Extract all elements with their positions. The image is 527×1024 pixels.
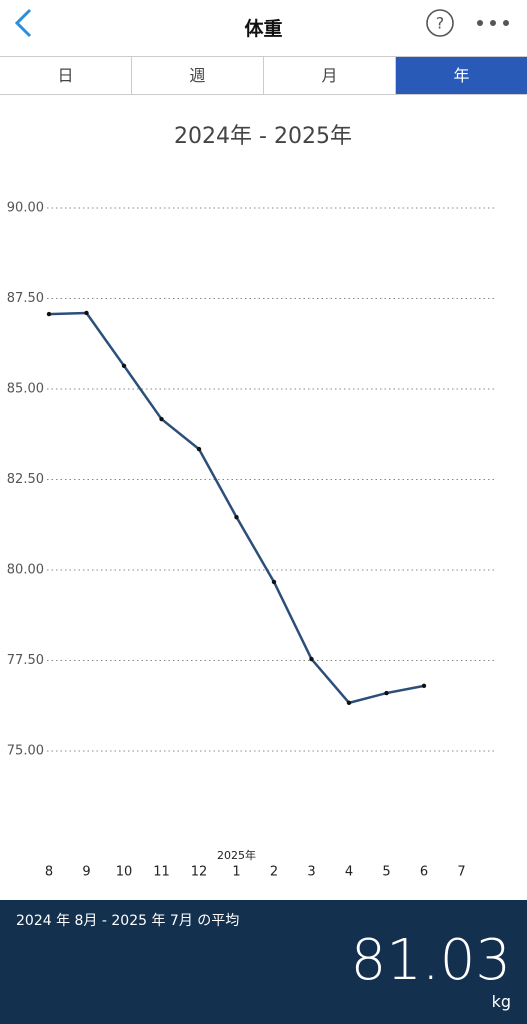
data-point	[346, 700, 352, 706]
data-point	[159, 416, 164, 422]
tab[interactable]: 週	[132, 57, 264, 94]
y-tick-label: 85.00	[7, 382, 44, 397]
summary-panel: 2024 年 8月 - 2025 年 7月 の平均 81.03 kg	[0, 900, 527, 1024]
svg-text:?: ?	[436, 14, 445, 33]
more-button[interactable]	[477, 20, 509, 26]
data-point	[384, 690, 389, 696]
x-tick-label: 10	[116, 865, 133, 880]
x-tick-label: 8	[45, 865, 53, 880]
tab-bar: 日週月年	[0, 56, 527, 95]
help-button[interactable]: ?	[426, 9, 454, 37]
x-tick-label: 2	[270, 865, 278, 880]
page-title: 体重	[244, 18, 283, 40]
x-tick-label: 9	[82, 865, 90, 880]
x-tick-label: 11	[153, 865, 170, 880]
data-line	[48, 311, 425, 705]
data-point	[271, 579, 277, 585]
y-tick-label: 90.00	[7, 201, 44, 216]
year-annotation: 2025年	[217, 848, 256, 862]
chart: 2024年 - 2025年 90.00 87.50 85.00 82.50 80.00 7…	[7, 124, 497, 880]
data-point	[46, 311, 52, 317]
y-tick-label: 75.00	[7, 744, 44, 759]
x-tick-label: 7	[457, 865, 465, 880]
tab[interactable]: 日	[0, 57, 132, 94]
data-point	[196, 446, 202, 452]
y-tick-label: 87.50	[7, 291, 44, 306]
summary-unit: kg	[491, 992, 511, 1011]
chart-title: 2024年 - 2025年	[174, 124, 352, 149]
x-tick-label: 5	[382, 865, 390, 880]
x-tick-label: 1	[232, 865, 240, 880]
tab[interactable]: 年	[396, 57, 527, 94]
header-icons: ?	[14, 8, 509, 38]
tab[interactable]: 月	[264, 57, 396, 94]
data-point	[84, 310, 89, 316]
back-button[interactable]	[14, 8, 32, 38]
x-tick-label: 3	[307, 865, 315, 880]
data-point	[234, 514, 239, 520]
y-tick-label: 82.50	[7, 472, 44, 487]
header: ? 体重	[0, 0, 527, 56]
y-tick-label: 80.00	[7, 563, 44, 578]
data-point	[121, 363, 127, 369]
summary-value: 81.03	[350, 928, 511, 993]
x-tick-label: 6	[420, 865, 428, 880]
x-tick-label: 12	[191, 865, 208, 880]
summary-label: 2024 年 8月 - 2025 年 7月 の平均	[16, 913, 240, 929]
x-tick-label: 4	[345, 865, 353, 880]
data-point	[421, 683, 427, 689]
y-tick-label: 77.50	[7, 653, 44, 668]
data-point	[309, 656, 314, 662]
